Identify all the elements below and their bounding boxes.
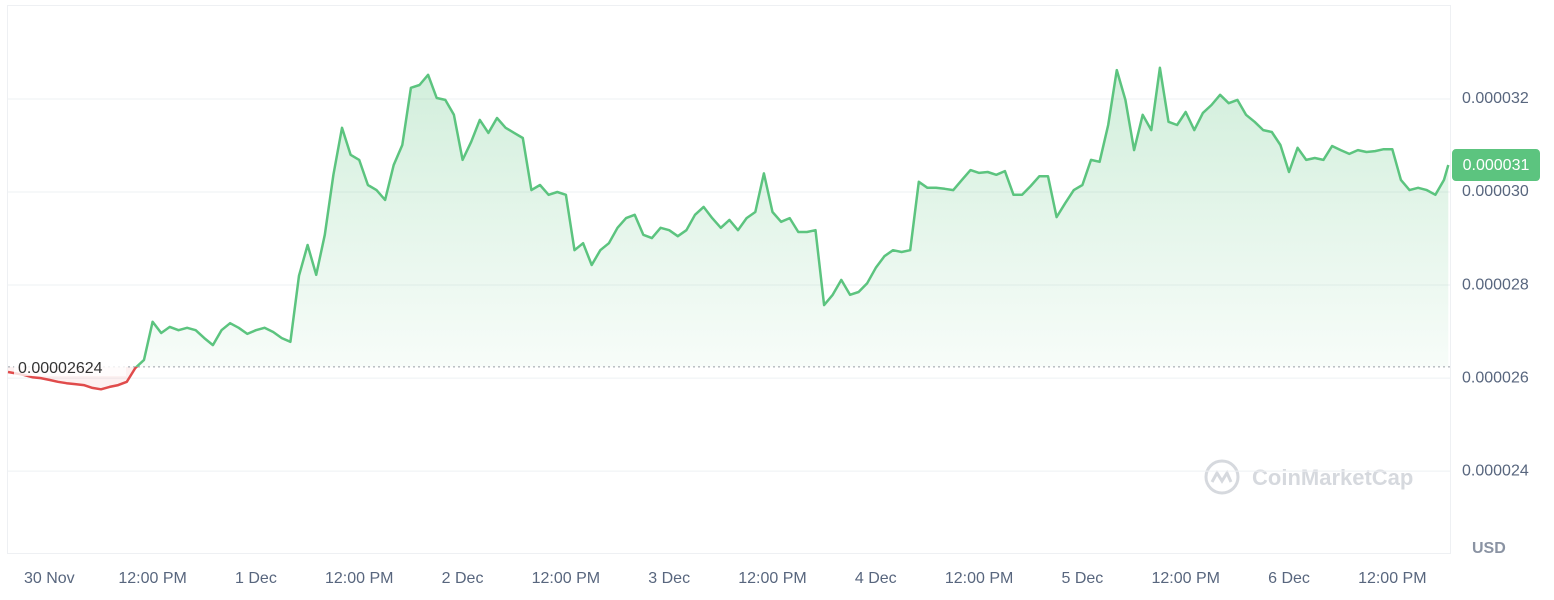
x-tick-label: 12:00 PM: [118, 570, 186, 587]
y-tick-label: 0.000028: [1462, 276, 1529, 293]
baseline-label-bg: [14, 355, 126, 376]
x-tick-label: 4 Dec: [855, 570, 897, 587]
y-tick-label: 0.000032: [1462, 90, 1529, 107]
plot-frame: [7, 5, 1451, 554]
x-tick-label: 30 Nov: [24, 570, 75, 587]
y-tick-label: 0.000030: [1462, 183, 1529, 200]
x-tick-label: 12:00 PM: [1358, 570, 1426, 587]
watermark: CoinMarketCap: [1204, 459, 1413, 495]
price-line-up: [134, 66, 1450, 367]
y-tick-label: 0.000026: [1462, 369, 1529, 386]
area-up: [136, 67, 1449, 367]
x-tick-label: 12:00 PM: [325, 570, 393, 587]
x-tick-label: 3 Dec: [648, 570, 690, 587]
baseline-label: 0.00002624: [18, 360, 103, 377]
y-tick-label: 0.000024: [1462, 462, 1529, 479]
x-tick-label: 12:00 PM: [945, 570, 1013, 587]
x-tick-label: 5 Dec: [1061, 570, 1103, 587]
last-price-label: 0.000031: [1463, 157, 1530, 174]
last-price-badge: [1452, 149, 1540, 182]
x-tick-label: 6 Dec: [1268, 570, 1310, 587]
x-tick-label: 12:00 PM: [738, 570, 806, 587]
x-tick-label: 2 Dec: [442, 570, 484, 587]
x-tick-label: 1 Dec: [235, 570, 277, 587]
y-unit: USD: [1472, 540, 1506, 557]
watermark-text: CoinMarketCap: [1252, 465, 1413, 490]
x-tick-label: 12:00 PM: [532, 570, 600, 587]
x-tick-label: 12:00 PM: [1151, 570, 1219, 587]
